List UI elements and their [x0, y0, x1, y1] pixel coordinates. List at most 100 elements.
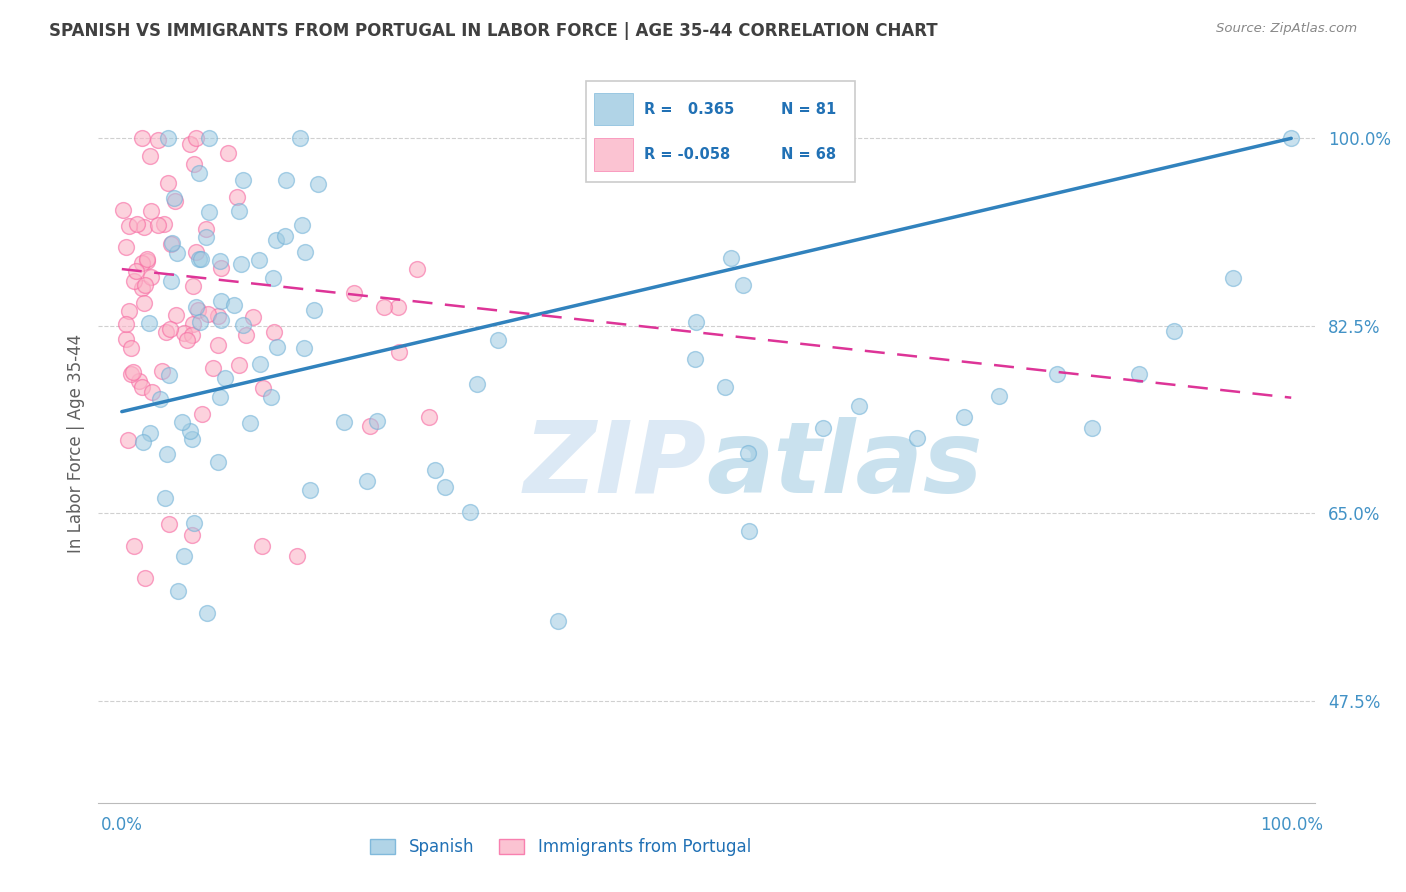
Point: [209, 260, 232, 275]
Point: [209, 253, 232, 268]
Point: [127, 217, 149, 231]
Point: [134, 296, 156, 310]
Point: [224, 298, 246, 312]
Point: [252, 381, 274, 395]
Point: [738, 524, 761, 538]
Point: [188, 252, 211, 267]
Text: SPANISH VS IMMIGRANTS FROM PORTUGAL IN LABOR FORCE | AGE 35-44 CORRELATION CHART: SPANISH VS IMMIGRANTS FROM PORTUGAL IN L…: [49, 22, 938, 40]
Point: [173, 549, 195, 563]
Point: [120, 367, 142, 381]
Point: [229, 257, 252, 271]
Point: [209, 294, 232, 309]
Point: [217, 145, 239, 160]
Point: [148, 133, 170, 147]
Point: [228, 203, 250, 218]
Point: [148, 392, 170, 406]
Point: [190, 252, 212, 267]
Point: [232, 318, 254, 332]
Point: [294, 244, 316, 259]
Point: [114, 240, 136, 254]
Point: [342, 286, 364, 301]
Point: [249, 357, 271, 371]
Point: [186, 300, 208, 314]
Point: [157, 131, 180, 145]
Point: [188, 166, 211, 180]
Point: [128, 374, 150, 388]
Point: [139, 269, 162, 284]
Point: [121, 365, 143, 379]
Point: [197, 131, 219, 145]
Point: [952, 409, 974, 424]
Text: Source: ZipAtlas.com: Source: ZipAtlas.com: [1216, 22, 1357, 36]
Point: [157, 176, 180, 190]
Point: [238, 417, 260, 431]
Point: [294, 341, 316, 355]
Point: [1046, 367, 1069, 381]
Point: [167, 584, 190, 599]
Point: [148, 218, 170, 232]
Point: [138, 316, 160, 330]
Point: [274, 172, 297, 186]
Point: [905, 431, 928, 445]
Point: [112, 203, 135, 218]
Point: [290, 219, 312, 233]
Point: [262, 270, 284, 285]
Point: [547, 614, 569, 628]
Point: [232, 173, 254, 187]
Point: [134, 219, 156, 234]
Text: N = 68: N = 68: [780, 146, 837, 161]
Text: atlas: atlas: [707, 417, 983, 514]
Point: [134, 571, 156, 585]
Point: [302, 302, 325, 317]
Point: [1128, 367, 1150, 381]
Point: [685, 351, 707, 366]
Point: [176, 333, 198, 347]
Point: [155, 447, 177, 461]
Point: [226, 190, 249, 204]
Point: [733, 277, 755, 292]
Point: [260, 391, 283, 405]
Point: [266, 234, 288, 248]
Point: [141, 385, 163, 400]
Point: [207, 309, 229, 323]
Point: [131, 131, 153, 145]
Point: [155, 325, 177, 339]
FancyBboxPatch shape: [586, 81, 855, 182]
Text: ZIP: ZIP: [523, 417, 707, 514]
Point: [434, 479, 457, 493]
Point: [201, 361, 224, 376]
Point: [242, 310, 264, 324]
Text: N = 81: N = 81: [780, 102, 837, 117]
Point: [299, 483, 322, 498]
Point: [183, 157, 205, 171]
Legend: Spanish, Immigrants from Portugal: Spanish, Immigrants from Portugal: [364, 831, 758, 863]
Point: [290, 131, 312, 145]
FancyBboxPatch shape: [595, 137, 633, 170]
Point: [214, 371, 236, 385]
Point: [157, 368, 180, 383]
Point: [405, 261, 427, 276]
Point: [235, 327, 257, 342]
Point: [139, 203, 162, 218]
Point: [194, 222, 217, 236]
Point: [181, 432, 204, 446]
Point: [333, 415, 356, 429]
Point: [117, 433, 139, 447]
Point: [157, 517, 180, 532]
Point: [134, 277, 156, 292]
Point: [135, 254, 157, 268]
Point: [737, 446, 759, 460]
Point: [122, 274, 145, 288]
Point: [714, 379, 737, 393]
Point: [191, 408, 214, 422]
Point: [720, 251, 742, 265]
Point: [179, 424, 201, 438]
Point: [153, 491, 176, 506]
Point: [181, 278, 204, 293]
Point: [160, 235, 183, 250]
Point: [1081, 420, 1104, 434]
Point: [387, 300, 409, 314]
Point: [813, 420, 835, 434]
Point: [160, 236, 183, 251]
Point: [131, 380, 153, 394]
